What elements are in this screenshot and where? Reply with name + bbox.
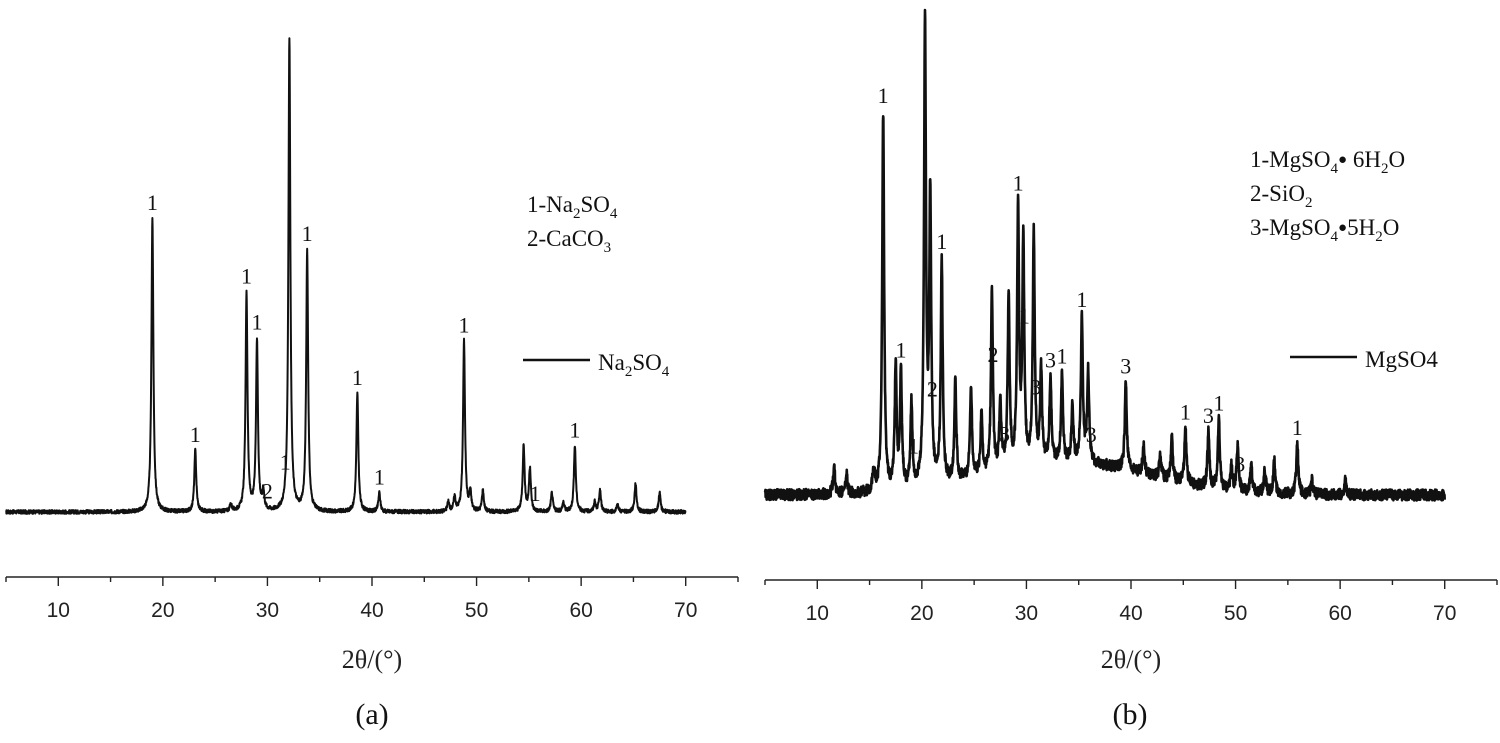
x-axis-title: 2θ/(°) <box>342 645 402 674</box>
peak-label: 1 <box>895 337 906 362</box>
peak-label: 1 <box>908 434 919 459</box>
peak-label: 1 <box>569 417 580 442</box>
diffraction-trace <box>763 8 1447 502</box>
x-tick-label: 10 <box>806 602 829 625</box>
x-tick-label: 60 <box>1328 602 1351 625</box>
phase-formula-part: 2 <box>573 206 581 222</box>
peak-label: 1 <box>374 464 385 489</box>
legend-label-part: SO <box>632 350 661 375</box>
phase-number: 3 <box>1250 215 1262 240</box>
phase-entry: 2-SiO2 <box>1250 181 1312 211</box>
phase-formula-part: SO <box>580 192 609 217</box>
phase-formula-part: 2 <box>1381 161 1389 177</box>
phase-entry: 1-MgSO4● 6H2O <box>1250 147 1405 177</box>
peak-label: 1 <box>280 449 291 474</box>
x-tick-label: 30 <box>1015 602 1038 625</box>
phase-formula-part: 2 <box>1375 229 1383 245</box>
phase-entry: 1-Na2SO4 <box>527 192 618 222</box>
phase-formula-part: 2 <box>1305 195 1313 211</box>
peak-label: 2 <box>927 377 938 402</box>
x-tick-label: 40 <box>360 599 383 622</box>
phase-formula-part: 4 <box>1331 161 1339 177</box>
peak-label: 1 <box>241 263 252 288</box>
phase-formula-part: -MgSO <box>1262 147 1331 172</box>
panel-a: 10 20 30 40 50 60 702θ/(°)(a)1111211111111-Na2… <box>5 37 739 731</box>
peak-label: 1 <box>1019 304 1030 329</box>
peak-label: 1 <box>1180 399 1191 424</box>
phase-number: 1 <box>527 192 539 217</box>
peak-label: 1 <box>1213 391 1224 416</box>
peak-label: 1 <box>251 309 262 334</box>
peak-label: 1 <box>459 312 470 337</box>
x-tick-label: 10 <box>47 599 70 622</box>
peak-label: 1 <box>1292 415 1303 440</box>
diffraction-trace <box>5 37 687 515</box>
phase-formula-part: -MgSO <box>1262 215 1331 240</box>
legend-label-part: Na <box>598 350 625 375</box>
x-tick-label: 20 <box>910 602 933 625</box>
phase-formula-part: -CaCO <box>539 226 604 251</box>
peak-label: 1 <box>190 422 201 447</box>
peak-label: 3 <box>1203 403 1214 428</box>
series-legend: Na2SO4 <box>523 350 670 380</box>
phase-formula-part: 6H <box>1347 147 1381 172</box>
phase-number: 2 <box>1250 181 1262 206</box>
phase-formula-part: -Na <box>539 192 573 217</box>
phase-formula-part: 4 <box>1331 229 1339 245</box>
peak-label: 1 <box>302 221 313 246</box>
x-tick-label: 40 <box>1119 602 1142 625</box>
peak-label: 2 <box>262 478 273 503</box>
phase-formula-part: O <box>1388 147 1405 172</box>
legend-label-part: 2 <box>625 364 633 380</box>
legend-label-part: 4 <box>662 364 670 380</box>
x-tick-label: 70 <box>674 599 697 622</box>
peak-label: 1 <box>1076 287 1087 312</box>
peak-label: 3 <box>1234 452 1245 477</box>
phase-formula-part: 3 <box>604 240 612 256</box>
peak-label: 1 <box>1056 343 1067 368</box>
phase-formula-part: -SiO <box>1262 181 1305 206</box>
phase-entry: 3-MgSO4●5H2O <box>1250 215 1399 245</box>
x-tick-label: 50 <box>465 599 488 622</box>
peak-label: 1 <box>936 229 947 254</box>
phase-number: 2 <box>527 226 539 251</box>
phase-formula-part: ● <box>1338 220 1347 236</box>
legend-label-part: MgSO <box>1365 347 1426 372</box>
peak-label: 3 <box>1045 347 1056 372</box>
legend-series-label: Na2SO4 <box>598 350 670 380</box>
phase-entry: 2-CaCO3 <box>527 226 611 256</box>
panel-label: (b) <box>1113 698 1148 731</box>
peak-label: 1 <box>878 83 889 108</box>
panel-label: (a) <box>355 698 388 731</box>
peak-label: 2 <box>987 342 998 367</box>
x-tick-label: 60 <box>569 599 592 622</box>
peak-label: 1 <box>530 481 541 506</box>
legend-label-part: 4 <box>1426 347 1438 372</box>
peak-label: 3 <box>1086 422 1097 447</box>
phase-formula-part: O <box>1383 215 1400 240</box>
phase-formula-part: 4 <box>610 206 618 222</box>
peak-label: 3 <box>1120 353 1131 378</box>
phase-formula-part: 5H <box>1347 215 1375 240</box>
x-tick-label: 70 <box>1433 602 1456 625</box>
phase-formula-part: ● <box>1338 152 1347 168</box>
peak-label: 1 <box>352 365 363 390</box>
x-tick-label: 50 <box>1224 602 1247 625</box>
peak-label: 3 <box>999 421 1010 446</box>
peak-label: 1 <box>147 190 158 215</box>
series-legend: MgSO4 <box>1290 347 1438 372</box>
x-tick-label: 30 <box>256 599 279 622</box>
x-tick-label: 20 <box>151 599 174 622</box>
phase-number: 1 <box>1250 147 1262 172</box>
legend-series-label: MgSO4 <box>1365 347 1438 372</box>
x-axis-title: 2θ/(°) <box>1101 645 1161 674</box>
peak-label: 1 <box>1013 171 1024 196</box>
peak-label: 3 <box>1030 375 1041 400</box>
